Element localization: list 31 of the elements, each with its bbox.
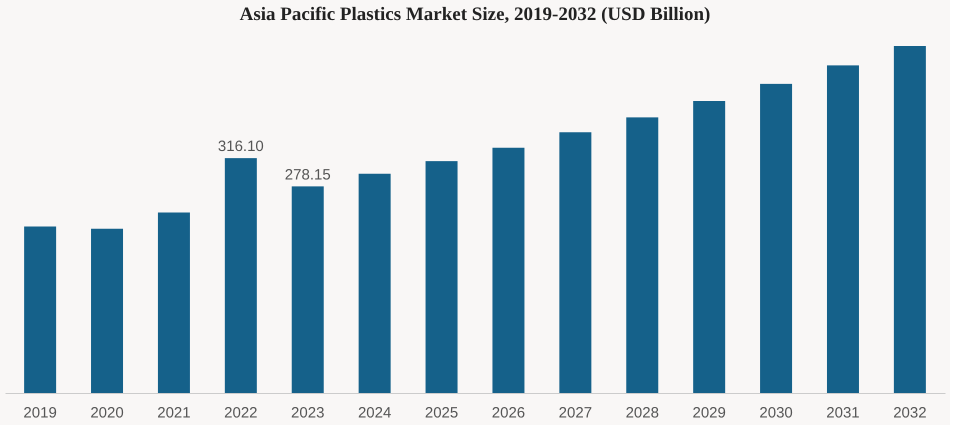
- x-tick-label: 2028: [626, 404, 659, 422]
- data-label: 278.15: [284, 166, 331, 184]
- bar: [894, 46, 926, 393]
- bar: [760, 84, 792, 393]
- x-tick-label: 2025: [424, 404, 458, 422]
- x-tick-label: 2032: [893, 404, 927, 422]
- bar: [91, 228, 124, 393]
- x-tick-label: 2027: [558, 404, 592, 422]
- bar: [292, 186, 324, 393]
- chart-title: Asia Pacific Plastics Market Size, 2019-2032 (USD Billion): [240, 4, 710, 25]
- x-tick-label: 2030: [759, 404, 793, 422]
- bar: [492, 148, 524, 393]
- x-tick-label: 2031: [826, 404, 860, 422]
- x-tick-label: 2021: [157, 404, 191, 422]
- bar: [426, 161, 458, 393]
- x-tick-label: 2019: [23, 404, 57, 422]
- x-tick-label: 2029: [692, 404, 726, 422]
- bar: [158, 212, 190, 393]
- bar: [826, 65, 859, 393]
- bar: [224, 158, 257, 393]
- x-tick-label: 2024: [358, 404, 392, 422]
- bar: [24, 226, 56, 393]
- bar: [559, 132, 592, 393]
- bar: [693, 100, 726, 393]
- bar: [626, 117, 658, 393]
- data-label: 316.10: [218, 138, 264, 156]
- x-tick-label: 2026: [492, 404, 526, 422]
- x-tick-label: 2023: [291, 404, 324, 422]
- x-tick-label: 2022: [224, 404, 258, 422]
- bar: [358, 174, 391, 393]
- x-tick-label: 2020: [90, 404, 124, 422]
